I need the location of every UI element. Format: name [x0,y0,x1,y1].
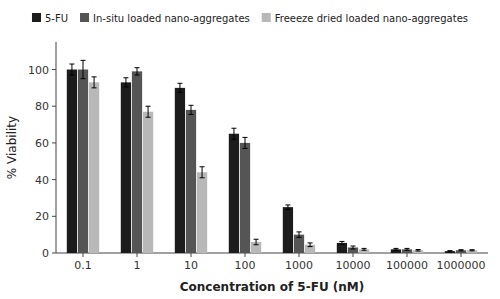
bar [359,249,369,253]
x-tick-label: 10 [184,259,198,272]
y-axis-label: % Viability [5,116,19,179]
x-tick [461,253,462,257]
error-bar [447,251,452,252]
error-bar [405,248,410,250]
bar [283,207,293,253]
error-bar [416,250,421,251]
x-tick [353,253,354,257]
error-bar [254,239,259,245]
error-bar [459,250,464,251]
chart: 0 20 40 60 80 100 % Viability 0.1 1 10 100 1000 1000… [0,0,500,299]
error-bar [69,64,74,75]
y-tick [52,179,56,180]
x-tick [245,253,246,257]
bar [186,110,196,253]
bar [132,71,142,253]
legend-item: In-situ loaded nano-aggregates [80,13,250,24]
bar [67,70,77,253]
bar [89,82,99,253]
bar [413,250,423,253]
error-bar [470,250,475,251]
bar [121,82,131,253]
legend-swatch [32,13,41,22]
bar [197,172,207,253]
y-tick-label: 100 [28,64,49,77]
legend-label: 5-FU [45,13,68,24]
y-tick-label: 20 [35,210,49,223]
y-tick-label: 60 [35,137,49,150]
error-bar [200,167,205,178]
x-tick-label: 0.1 [74,259,92,272]
bar [229,134,239,253]
bar [175,88,185,253]
series [67,64,455,253]
bar [240,143,250,253]
bar [402,249,412,253]
error-bar [393,248,398,250]
error-bar [231,128,236,139]
y-tick [52,106,56,107]
x-tick-label: 1000 [285,259,313,272]
y-tick-label: 0 [42,247,49,260]
x-tick [83,253,84,257]
error-bar [177,83,182,92]
y-tick [52,253,56,254]
error-bar [308,243,313,247]
legend-label: In-situ loaded nano-aggregates [93,13,250,24]
series [89,77,477,253]
y-tick [52,216,56,217]
y-tick-label: 40 [35,174,49,187]
x-tick [137,253,138,257]
x-tick [191,253,192,257]
error-bar [243,137,248,148]
x-tick-label: 1000000 [437,259,486,272]
bar [467,250,477,253]
x-tick-label: 100000 [386,259,428,272]
error-bar [285,205,290,209]
y-tick-label: 80 [35,100,49,113]
x-axis: 0.1 1 10 100 1000 10000 100000 1000000 [56,253,488,272]
x-tick-label: 10000 [336,259,371,272]
x-tick-label: 1 [134,259,141,272]
legend-label: Freeeze dried loaded nano-aggregates [275,13,468,24]
x-tick [299,253,300,257]
legend: 5-FU In-situ loaded nano-aggregates Freeez… [32,13,468,24]
error-bar [135,68,140,75]
bar [143,112,153,253]
legend-item: Freeeze dried loaded nano-aggregates [262,13,468,24]
x-tick [407,253,408,257]
bar [78,70,88,253]
error-bar [146,106,151,117]
legend-item: 5-FU [32,13,68,24]
bar [456,250,466,253]
x-tick-label: 100 [235,259,256,272]
error-bar [362,248,367,250]
error-bar [81,60,86,78]
error-bar [339,241,344,244]
legend-swatch [80,13,89,22]
error-bar [297,232,302,238]
error-bar [351,246,356,249]
x-axis-label: Concentration of 5-FU (nM) [180,280,365,294]
y-axis: 0 20 40 60 80 100 [28,42,56,260]
error-bar [189,105,194,114]
bar [391,249,401,253]
series [78,60,466,253]
y-tick [52,69,56,70]
y-tick [52,142,56,143]
error-bar [123,78,128,87]
bar [445,251,455,253]
plot-area [67,60,477,253]
error-bar [92,77,97,88]
legend-swatch [262,13,271,22]
y-axis-line [56,42,57,253]
